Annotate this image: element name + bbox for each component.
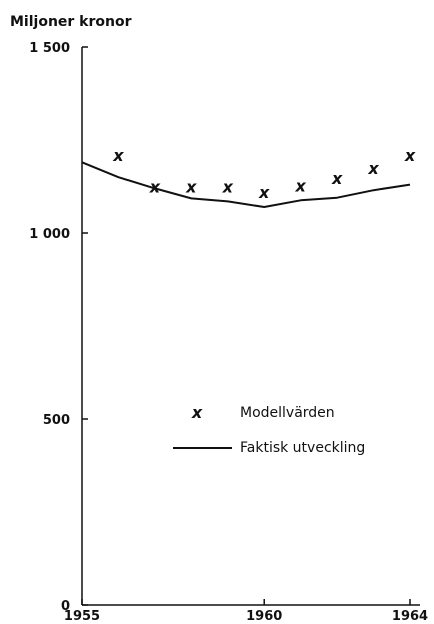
y-tick-label: 1 500 [29,41,70,56]
legend-label-modellvarden: Modellvärden [240,405,335,421]
legend-label-faktisk-utveckling: Faktisk utveckling [240,440,365,456]
y-ticks: 0 500 1 000 1 500 [29,41,88,614]
marker-point: x [258,183,270,202]
marker-point: x [185,178,197,197]
legend-marker-x: x [191,403,203,422]
x-ticks: 1955 1960 1964 [64,599,428,624]
marker-point: x [222,178,234,197]
marker-point: x [404,146,416,165]
series-modellvarden: x x x x x x x x x [112,146,416,202]
legend-item-faktisk-utveckling: Faktisk utveckling [173,440,365,456]
x-tick-label: 1955 [64,609,100,624]
legend-item-modellvarden: x Modellvärden [191,403,335,422]
x-tick-label: 1960 [246,609,282,624]
y-tick-label: 0 [61,599,70,614]
series-faktisk-utveckling [81,161,411,208]
x-tick-label: 1964 [392,609,428,624]
y-axis-label: Miljoner kronor [10,14,132,30]
marker-point: x [112,146,124,165]
line-faktisk-utveckling [81,161,411,208]
legend: x Modellvärden Faktisk utveckling [173,403,365,456]
marker-point: x [295,176,307,195]
y-tick-label: 1 000 [29,227,70,242]
marker-point: x [149,178,161,197]
marker-point: x [367,159,379,178]
y-tick-label: 500 [43,413,70,428]
marker-point: x [331,169,343,188]
